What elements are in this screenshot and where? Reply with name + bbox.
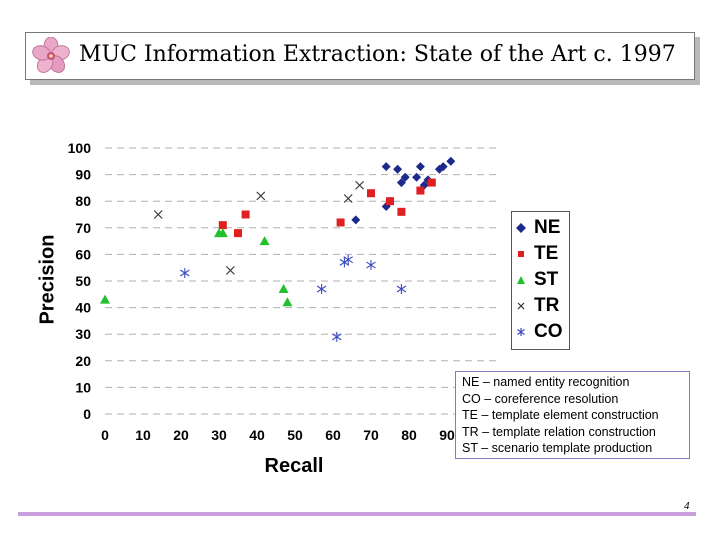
data-point-st: [217, 228, 228, 238]
data-point-te: [397, 207, 406, 216]
data-point-tr: [226, 265, 235, 275]
data-point-ne: [438, 162, 448, 172]
legend-marker-tr: [517, 302, 525, 310]
legend-item-st: ST: [514, 267, 568, 293]
chart-legend: NE TE ST TR CO: [511, 211, 570, 350]
y-tick-label: 70: [75, 220, 91, 236]
note-ne: NE – named entity recognition: [462, 375, 630, 389]
data-point-ne: [381, 162, 391, 172]
x-tick-label: 40: [249, 427, 265, 443]
data-point-ne: [412, 172, 422, 182]
legend-marker-te: [518, 251, 524, 257]
data-point-ne: [446, 156, 456, 166]
y-tick-label: 10: [75, 379, 91, 395]
data-point-ne: [415, 162, 425, 172]
data-point-te: [416, 186, 425, 195]
data-point-ne: [396, 178, 406, 188]
x-tick-label: 30: [211, 427, 227, 443]
x-tick-label: 90: [439, 427, 455, 443]
y-tick-label: 50: [75, 273, 91, 289]
data-point-co: [366, 260, 376, 271]
note-te: TE – template element construction: [462, 408, 659, 422]
data-point-st: [282, 297, 293, 307]
data-point-te: [427, 178, 436, 187]
data-point-te: [241, 210, 250, 219]
x-tick-label: 80: [401, 427, 417, 443]
data-point-st: [100, 294, 110, 304]
legend-marker-co: [517, 328, 525, 336]
legend-item-tr: TR: [514, 293, 568, 319]
x-tick-label: 20: [173, 427, 189, 443]
data-point-co: [343, 254, 354, 265]
y-tick-label: 100: [68, 140, 92, 156]
data-point-co: [316, 283, 327, 294]
x-tick-label: 0: [101, 427, 109, 443]
y-tick-label: 0: [83, 406, 91, 422]
data-point-tr: [355, 180, 364, 190]
legend-marker-ne: [516, 223, 526, 233]
x-tick-label: 60: [325, 427, 341, 443]
y-tick-label: 30: [75, 326, 91, 342]
y-tick-label: 90: [75, 167, 91, 183]
legend-label-ne: NE: [534, 217, 561, 238]
title-bar: MUC Information Extraction: State of the…: [25, 32, 695, 80]
slide-title: MUC Information Extraction: State of the…: [79, 42, 676, 67]
legend-label-te: TE: [534, 243, 559, 264]
note-tr: TR – template relation construction: [462, 424, 656, 439]
y-tick-label: 40: [75, 300, 91, 316]
data-point-co: [331, 331, 342, 342]
data-point-te: [336, 218, 345, 227]
legend-item-co: CO: [514, 319, 568, 345]
x-axis-label: Recall: [264, 455, 324, 477]
data-point-te: [234, 229, 242, 238]
y-tick-label: 60: [75, 246, 91, 262]
data-point-co: [396, 283, 407, 294]
legend-label-co: CO: [534, 321, 563, 342]
data-point-tr: [256, 191, 266, 201]
x-tick-label: 50: [287, 427, 303, 443]
data-point-st: [278, 283, 289, 293]
y-axis-label: Precision: [36, 234, 59, 325]
legend-marker-st: [517, 276, 525, 284]
data-point-te: [218, 221, 227, 230]
data-point-tr: [343, 194, 353, 203]
x-tick-label: 10: [135, 427, 151, 443]
footer-divider: [18, 512, 696, 516]
data-point-co: [179, 268, 190, 279]
legend-item-te: TE: [514, 241, 568, 267]
data-point-te: [367, 189, 375, 198]
legend-label-st: ST: [534, 269, 559, 290]
flower-icon: [32, 37, 70, 73]
data-point-ne: [351, 215, 361, 225]
data-point-te: [386, 197, 394, 206]
legend-label-tr: TR: [534, 295, 560, 316]
data-point-ne: [393, 164, 403, 174]
page-number: 4: [684, 500, 690, 512]
x-tick-label: 70: [363, 427, 379, 443]
y-tick-label: 80: [75, 193, 91, 209]
abbreviation-notes: NE – named entity recognition CO – coref…: [455, 371, 690, 459]
data-point-ne: [400, 172, 410, 182]
note-st: ST – scenario template production: [462, 441, 653, 455]
data-point-st: [259, 236, 270, 246]
y-tick-label: 20: [75, 353, 91, 369]
legend-item-ne: NE: [514, 215, 568, 241]
data-point-tr: [153, 210, 163, 219]
note-co: CO – coreference resolution: [462, 391, 619, 406]
